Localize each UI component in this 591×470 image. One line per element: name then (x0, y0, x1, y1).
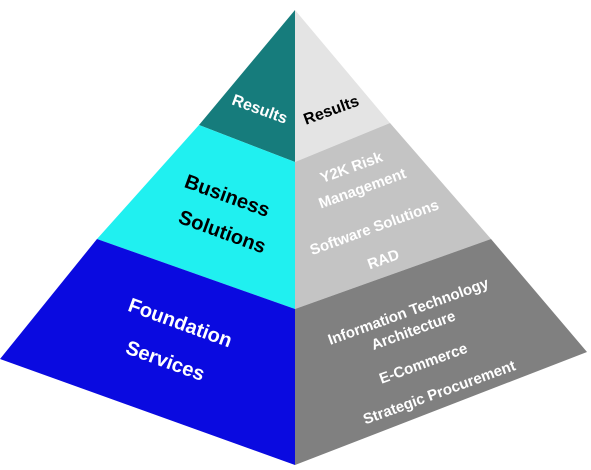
right-tier-bottom (295, 239, 587, 465)
left-tier-middle (97, 125, 295, 309)
right-tier-top (295, 10, 390, 162)
left-tier-top (199, 10, 295, 162)
left-tier-bottom (0, 239, 295, 465)
right-tier-middle (295, 123, 491, 309)
